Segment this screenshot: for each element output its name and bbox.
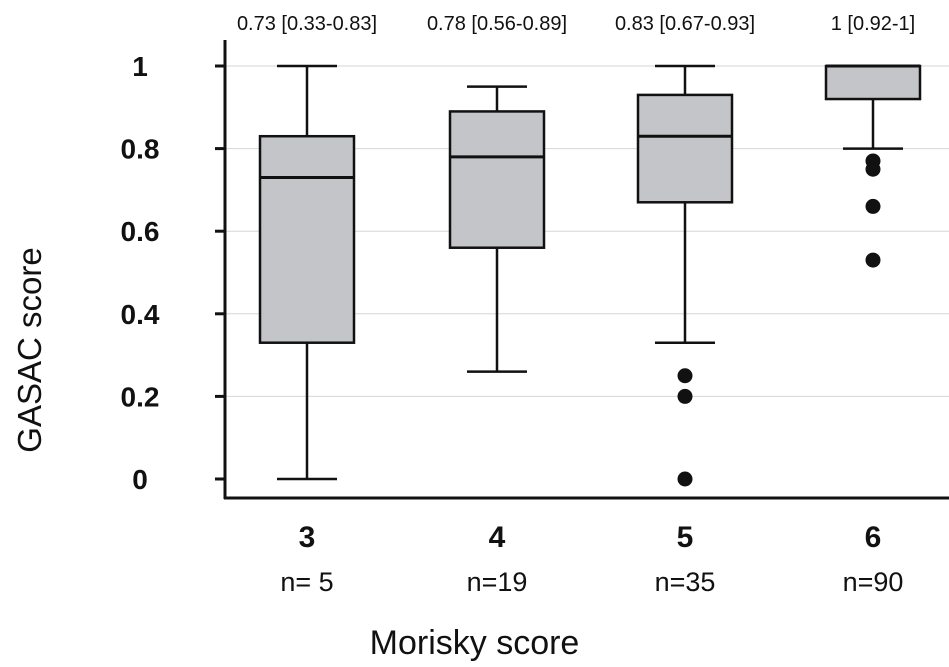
median-iqr-label: 0.78 [0.56-0.89] bbox=[427, 13, 567, 35]
box-iqr bbox=[448, 110, 546, 249]
median-iqr-label: 0.73 [0.33-0.83] bbox=[237, 13, 377, 35]
summary-labels: 0.73 [0.33-0.83] 0.78 [0.56-0.89] 0.83 [0.… bbox=[237, 13, 915, 35]
y-tick-label: 0.2 bbox=[121, 381, 160, 412]
n-count-label: n= 5 bbox=[280, 567, 333, 597]
x-tick-label: 4 bbox=[489, 521, 506, 554]
box-series bbox=[258, 64, 922, 487]
y-axis-title-wrap: GASAC score bbox=[10, 200, 50, 500]
y-axis-title: GASAC score bbox=[11, 247, 48, 453]
y-tick-label: 0 bbox=[132, 464, 148, 495]
box-iqr bbox=[636, 93, 734, 204]
outlier-point bbox=[677, 388, 693, 404]
y-tick-label: 1 bbox=[132, 51, 148, 82]
outlier-point bbox=[677, 471, 693, 487]
x-tick-label: 3 bbox=[299, 521, 316, 554]
box-group-4 bbox=[448, 85, 546, 373]
median-iqr-label: 1 [0.92-1] bbox=[831, 13, 916, 35]
outlier-point bbox=[865, 252, 881, 268]
axes bbox=[223, 40, 949, 500]
box-group-5 bbox=[636, 64, 734, 487]
n-count-label: n=35 bbox=[655, 567, 716, 597]
n-count-label: n=90 bbox=[843, 567, 904, 597]
box-iqr bbox=[258, 134, 356, 344]
x-axis-labels: 3 n= 5 4 n=19 5 n=35 6 n=90 bbox=[280, 521, 903, 597]
median-iqr-label: 0.83 [0.67-0.93] bbox=[615, 13, 755, 35]
box-iqr bbox=[824, 64, 922, 101]
x-tick-label: 5 bbox=[677, 521, 694, 554]
x-axis-title: Morisky score bbox=[369, 624, 580, 662]
y-axis-ticks: 0 0.2 0.4 0.6 0.8 1 bbox=[121, 51, 225, 495]
outlier-point bbox=[677, 368, 693, 384]
n-count-label: n=19 bbox=[467, 567, 528, 597]
y-tick-label: 0.6 bbox=[121, 216, 160, 247]
outlier-point bbox=[865, 198, 881, 214]
x-tick-label: 6 bbox=[865, 521, 882, 554]
outlier-point bbox=[865, 161, 881, 177]
box-group-3 bbox=[258, 64, 356, 481]
y-tick-label: 0.4 bbox=[121, 299, 160, 330]
box-group-6 bbox=[824, 64, 922, 268]
y-tick-label: 0.8 bbox=[121, 134, 160, 165]
